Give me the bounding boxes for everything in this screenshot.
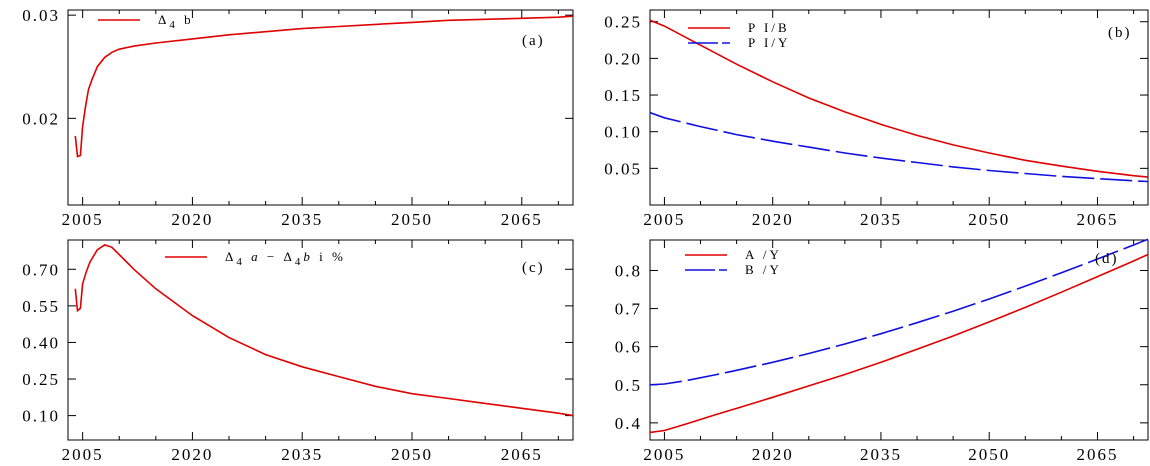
series-line-1 bbox=[649, 253, 1149, 434]
x-tick-label: 2065 bbox=[1076, 210, 1118, 229]
y-tick-label: 0.02 bbox=[22, 109, 60, 128]
x-tick-label: 2005 bbox=[62, 445, 104, 464]
x-tick-label: 2050 bbox=[968, 210, 1010, 229]
plot-frame bbox=[67, 9, 574, 206]
series-line-2 bbox=[649, 111, 1149, 183]
y-tick-label: 0.20 bbox=[604, 49, 642, 68]
series-line-1 bbox=[74, 15, 574, 158]
y-tick-label: 0.40 bbox=[22, 333, 60, 352]
legend-label: P I/B bbox=[748, 20, 790, 35]
plot-frame bbox=[649, 9, 1149, 206]
x-tick-label: 2065 bbox=[501, 210, 543, 229]
y-tick-label: 0.25 bbox=[604, 13, 642, 32]
legend-label: B /Y bbox=[745, 262, 782, 277]
panel-tag: (c) bbox=[522, 260, 545, 276]
y-tick-label: 0.55 bbox=[22, 297, 60, 316]
panel-tag: (b) bbox=[1108, 25, 1132, 41]
series-line-1 bbox=[74, 244, 574, 417]
x-tick-label: 2020 bbox=[752, 445, 794, 464]
panel-c: 2005 2020 2035 2050 2065 0.10 0.25 0.40 0.55 0.70… bbox=[22, 239, 574, 464]
y-tick-label: 0.10 bbox=[22, 407, 60, 426]
y-tick-label: 0.7 bbox=[615, 300, 642, 319]
panel-tag: (a) bbox=[522, 33, 545, 49]
x-tick-label: 2050 bbox=[968, 445, 1010, 464]
legend-label: A /Y bbox=[745, 247, 782, 262]
series-line-2 bbox=[649, 238, 1149, 386]
y-tick-label: 0.5 bbox=[615, 376, 642, 395]
y-tick-label: 0.70 bbox=[22, 260, 60, 279]
y-tick-label: 0.03 bbox=[22, 6, 60, 25]
y-tick-label: 0.6 bbox=[615, 338, 642, 357]
legend-label: P I/Y bbox=[748, 35, 790, 50]
panel-a: 2005 2020 2035 2050 2065 0.02 0.03 Δ4 b (a) bbox=[22, 6, 574, 229]
x-tick-label: 2035 bbox=[860, 445, 902, 464]
series-line-1 bbox=[649, 19, 1149, 178]
legend-label: Δ4 b bbox=[158, 12, 194, 31]
y-tick-label: 0.05 bbox=[604, 159, 642, 178]
y-tick-label: 0.8 bbox=[615, 261, 642, 280]
plot-frame bbox=[649, 239, 1149, 441]
panel-b: 2005 2020 2035 2050 2065 0.05 0.10 0.15 0.20 0.25… bbox=[604, 9, 1149, 229]
x-tick-label: 2065 bbox=[1076, 445, 1118, 464]
x-tick-label: 2020 bbox=[171, 445, 213, 464]
x-tick-label: 2050 bbox=[391, 210, 433, 229]
x-tick-label: 2035 bbox=[281, 210, 323, 229]
x-tick-label: 2035 bbox=[281, 445, 323, 464]
x-tick-label: 2065 bbox=[501, 445, 543, 464]
y-tick-label: 0.25 bbox=[22, 370, 60, 389]
x-tick-label: 2005 bbox=[643, 445, 685, 464]
x-tick-label: 2020 bbox=[752, 210, 794, 229]
y-tick-label: 0.10 bbox=[604, 123, 642, 142]
y-tick-label: 0.15 bbox=[604, 86, 642, 105]
y-tick-label: 0.4 bbox=[615, 414, 642, 433]
plot-frame bbox=[67, 239, 574, 441]
x-tick-label: 2035 bbox=[860, 210, 902, 229]
panel-tag: (d) bbox=[1095, 251, 1119, 267]
legend-label: Δ4 a − Δ4b i % bbox=[225, 249, 346, 268]
x-tick-label: 2005 bbox=[643, 210, 685, 229]
x-tick-label: 2050 bbox=[391, 445, 433, 464]
panel-d: 2005 2020 2035 2050 2065 0.4 0.5 0.6 0.7 0.8 A /YB… bbox=[615, 238, 1149, 464]
x-tick-label: 2020 bbox=[171, 210, 213, 229]
x-tick-label: 2005 bbox=[62, 210, 104, 229]
